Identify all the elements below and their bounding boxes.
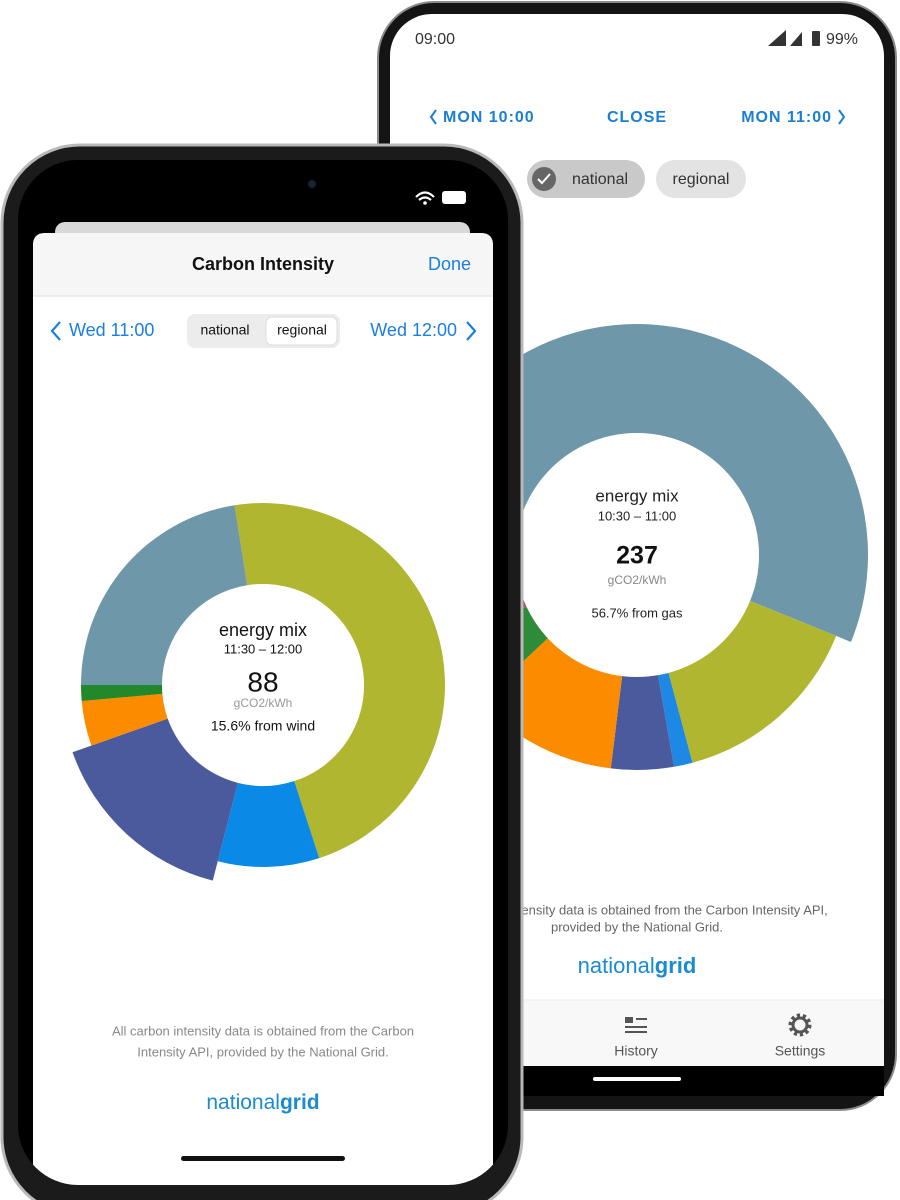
prev-chevron[interactable] [50,321,61,341]
intensity: 88 [247,666,278,697]
battery-icon [442,191,466,204]
donut-segment [217,781,320,867]
donut-hole [527,445,747,665]
home-indicator [593,1077,681,1081]
logo-bold: grid [280,1091,320,1114]
history-icon [625,1017,647,1033]
footer-line: provided by the National Grid. [551,919,723,934]
logo: nationalgrid [206,1091,319,1114]
chip-label[interactable]: national [572,171,628,188]
footer-line: All carbon intensity data is obtained fr… [112,1023,414,1038]
close-button[interactable]: CLOSE [607,109,667,126]
logo: nationalgrid [578,953,697,978]
status-battery: 99% [826,31,858,48]
segment-label[interactable]: national [200,322,249,338]
next-chevron [466,321,477,341]
tab-label[interactable]: Settings [775,1043,826,1059]
unit: gCO2/kWh [234,696,293,710]
donut-segment [610,675,675,771]
prev-chevron[interactable] [429,109,437,125]
footer-line: Intensity API, provided by the National … [137,1044,388,1059]
chip[interactable] [656,160,746,198]
donut-segment [80,685,163,701]
wifi-icon [423,201,427,205]
intensity: 237 [616,542,658,570]
next-button[interactable]: Wed 12:00 [370,320,457,340]
tab-label[interactable]: History [614,1043,658,1059]
summary: 15.6% from wind [211,718,315,734]
notch [170,160,355,190]
battery-icon [812,31,820,46]
next-chevron [838,109,846,125]
logo-light: national [578,953,655,978]
ios-donut [72,503,445,881]
chart-title: energy mix [595,486,679,505]
settings-icon [791,1016,809,1034]
sheet-title: Carbon Intensity [192,254,334,274]
donut-segment [234,503,445,859]
chart-period: 11:30 – 12:00 [224,641,303,656]
chip-check [532,167,556,191]
wifi-icon [415,191,435,201]
logo-light: national [206,1091,280,1114]
segment-selected[interactable] [265,316,338,346]
logo-bold: grid [655,953,697,978]
home-indicator [181,1156,345,1161]
status-time: 09:00 [415,31,455,48]
prev-button[interactable]: Wed 11:00 [69,320,154,340]
camera [308,180,316,188]
prev-button[interactable]: MON 10:00 [443,109,535,126]
segment-label[interactable]: regional [277,322,327,338]
donut-segment [72,718,238,881]
chip-label[interactable]: regional [673,171,730,188]
sheet-header [33,233,493,296]
donut-segment [668,600,837,763]
chart-period: 10:30 – 11:00 [598,508,677,523]
done-button[interactable]: Done [428,254,471,274]
unit: gCO2/kWh [608,573,667,587]
footer-line: All carbon intensity data is obtained fr… [446,902,828,917]
chart-title: energy mix [219,620,307,640]
check-mark [537,173,551,185]
signal-icon [768,30,786,46]
donut-segment [81,693,168,746]
signal-icon [790,32,802,46]
next-button[interactable]: MON 11:00 [741,109,832,126]
donut-hole [172,594,354,776]
settings-icon [788,1013,812,1037]
chip-selected[interactable] [527,160,645,198]
summary: 56.7% from gas [591,605,683,620]
donut-segment [81,505,248,685]
donut-segment [658,672,693,767]
